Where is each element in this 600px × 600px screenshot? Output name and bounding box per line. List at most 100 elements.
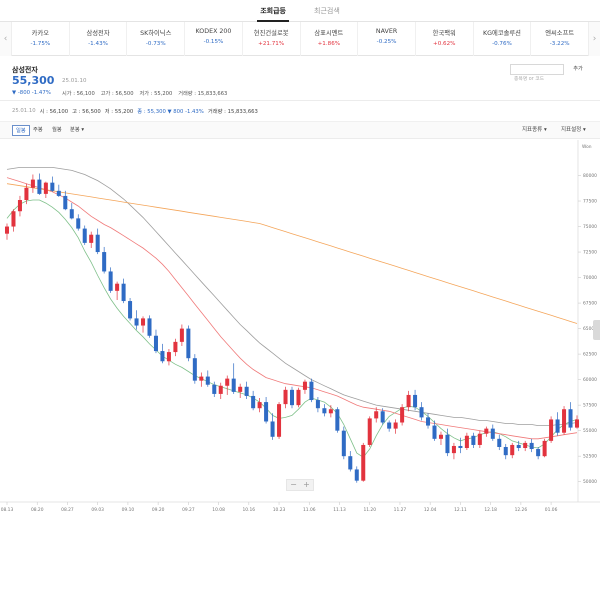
ticker-item[interactable]: 삼표시멘트 +1.86% [301,22,359,56]
candle-body[interactable] [11,211,16,227]
candle-body[interactable] [179,328,184,342]
candle-body[interactable] [315,400,320,409]
tab-trending[interactable]: 조회급등 [257,0,289,22]
add-button[interactable]: 추가 [573,66,583,72]
candle-body[interactable] [542,440,547,457]
candle-body[interactable] [244,386,249,396]
ticker-item[interactable]: KODEX 200 -0.15% [185,22,243,56]
candle-body[interactable] [289,389,295,406]
candle-body[interactable] [516,444,521,449]
candle-body[interactable] [192,358,197,381]
candle-body[interactable] [37,179,42,194]
period-daily-button[interactable]: 일봉 [12,125,30,136]
candle-body[interactable] [477,433,482,445]
candle-body[interactable] [328,409,333,414]
ticker-item[interactable]: 카카오 -1.75% [12,22,70,56]
candle-body[interactable] [277,404,282,437]
candle-body[interactable] [393,422,398,429]
candle-body[interactable] [4,226,10,234]
candle-body[interactable] [374,411,379,419]
candle-body[interactable] [102,252,107,272]
candle-body[interactable] [121,283,126,302]
candle-body[interactable] [108,271,113,291]
ticker-item[interactable]: 삼성전자 -1.43% [70,22,128,56]
candle-body[interactable] [63,195,68,210]
candle-body[interactable] [153,335,158,352]
candle-body[interactable] [400,407,405,423]
candle-body[interactable] [484,428,489,434]
candle-body[interactable] [568,409,573,428]
candle-body[interactable] [238,386,243,392]
candle-body[interactable] [490,428,495,439]
ticker-item[interactable]: 현진건설로봇 +21.71% [243,22,301,56]
ticker-item[interactable]: 한국팩워 +0.62% [416,22,474,56]
ticker-item[interactable]: SK하이닉스 -0.73% [127,22,186,56]
candle-body[interactable] [56,190,61,196]
candle-body[interactable] [115,283,120,291]
candle-body[interactable] [458,445,463,449]
candle-body[interactable] [76,218,81,229]
ticker-item[interactable]: 엔씨소프트 -3.22% [531,22,588,56]
candle-body[interactable] [445,434,450,454]
candle-body[interactable] [503,446,508,456]
period-monthly-button[interactable]: 월봉 [52,127,62,133]
candle-body[interactable] [549,419,554,441]
candle-body[interactable] [322,408,327,414]
candle-body[interactable] [426,417,431,426]
candle-body[interactable] [296,389,301,406]
candle-body[interactable] [17,200,22,212]
candle-body[interactable] [309,381,314,401]
candle-body[interactable] [471,435,476,445]
candle-body[interactable] [438,434,443,439]
candle-body[interactable] [50,182,55,191]
candle-body[interactable] [283,389,288,405]
candle-body[interactable] [302,381,307,390]
candle-body[interactable] [406,394,411,408]
candle-body[interactable] [361,444,366,481]
candle-body[interactable] [451,445,456,454]
candle-body[interactable] [160,351,165,362]
candle-body[interactable] [43,182,48,194]
candle-body[interactable] [497,438,502,447]
candle-body[interactable] [413,394,418,408]
candle-body[interactable] [354,469,359,481]
indicator-settings-dropdown[interactable]: 지표설정 ▾ [561,127,586,133]
candle-body[interactable] [147,318,152,336]
candle-body[interactable] [387,422,392,429]
candle-body[interactable] [251,395,256,409]
ticker-item[interactable]: NAVER -0.25% [358,22,416,56]
candle-body[interactable] [30,179,35,188]
ticker-item[interactable]: KG에코솔루션 -0.76% [474,22,532,56]
candle-body[interactable] [432,425,437,439]
chevron-left-icon[interactable]: ‹ [0,22,12,56]
indicator-type-dropdown[interactable]: 지표종류 ▾ [522,127,547,133]
candle-body[interactable] [257,402,262,409]
period-weekly-button[interactable]: 주봉 [33,127,43,133]
candle-body[interactable] [335,409,340,431]
candle-body[interactable] [264,402,269,422]
y-axis-drag-handle[interactable] [593,320,600,340]
candlestick-chart[interactable]: Won 80000 77500 75000 72500 70000 67500 65000 62… [0,140,600,515]
candle-body[interactable] [348,456,353,470]
candle-body[interactable] [82,228,87,243]
candle-body[interactable] [134,318,139,326]
candle-body[interactable] [574,419,580,428]
candle-body[interactable] [270,421,275,437]
zoom-in-button[interactable]: + [303,480,310,489]
candle-body[interactable] [69,209,74,219]
candle-body[interactable] [128,301,133,319]
candle-body[interactable] [89,234,94,243]
candle-body[interactable] [562,409,567,433]
candle-body[interactable] [367,418,372,445]
candle-body[interactable] [419,407,424,418]
candle-body[interactable] [212,384,217,394]
candle-body[interactable] [510,444,515,456]
candle-body[interactable] [231,378,236,392]
candle-body[interactable] [523,442,528,449]
candle-body[interactable] [380,411,385,423]
candle-body[interactable] [166,352,171,362]
candle-body[interactable] [536,449,541,457]
candle-body[interactable] [199,376,204,381]
candle-body[interactable] [464,435,469,449]
period-minute-dropdown[interactable]: 분봉 ▾ [70,127,85,133]
